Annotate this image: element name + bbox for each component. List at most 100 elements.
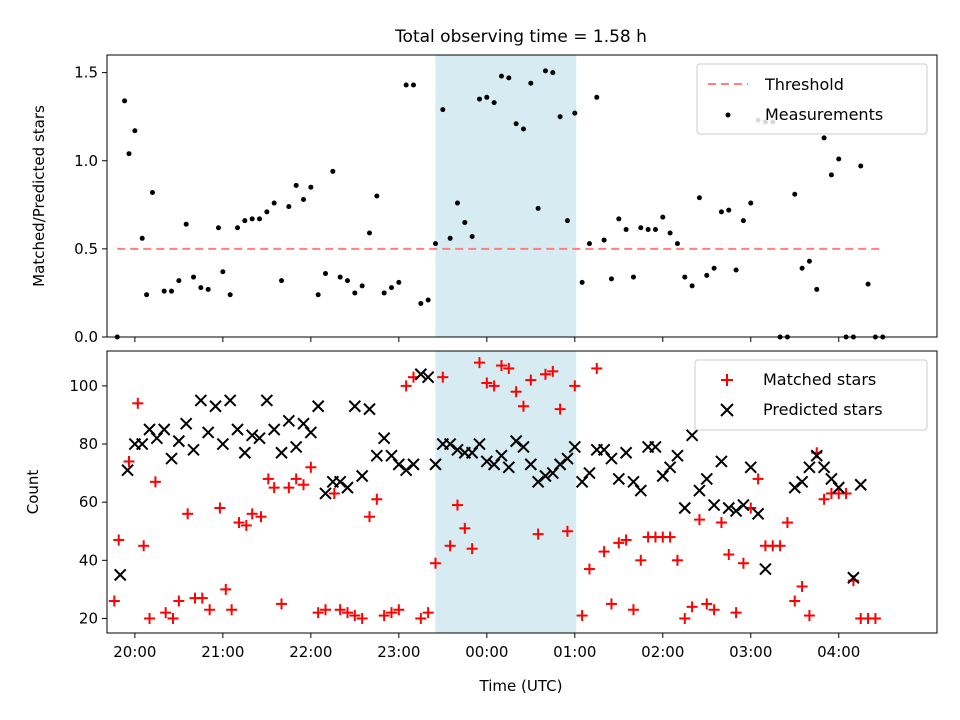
matched-star-point xyxy=(583,563,595,575)
legend-threshold-label: Threshold xyxy=(764,75,844,94)
predicted-star-point xyxy=(473,437,486,451)
matched-star-point xyxy=(510,386,522,398)
measurement-point xyxy=(645,226,651,232)
predicted-star-point xyxy=(238,446,252,459)
matched-star-point xyxy=(671,554,683,566)
measurement-point xyxy=(594,94,600,100)
measurement-point xyxy=(506,75,512,81)
matched-star-point xyxy=(240,519,252,531)
measurement-point xyxy=(740,218,746,224)
measurement-points xyxy=(114,68,886,340)
measurement-point xyxy=(535,205,541,211)
measurement-point xyxy=(293,182,299,188)
matched-star-point xyxy=(349,610,361,622)
measurement-point xyxy=(498,73,504,79)
matched-star-point xyxy=(334,604,346,616)
measurement-point xyxy=(674,241,680,247)
measurement-point xyxy=(139,235,145,241)
legend-predicted-label: Predicted stars xyxy=(763,400,883,419)
predicted-star-point xyxy=(671,449,684,462)
matched-star-point xyxy=(737,557,749,569)
measurement-point xyxy=(601,237,607,243)
measurement-point xyxy=(301,197,307,203)
measurement-point xyxy=(630,274,636,280)
predicted-star-point xyxy=(187,443,200,457)
matched-star-point xyxy=(701,598,713,610)
count-panel-frame xyxy=(106,350,938,634)
predicted-star-point xyxy=(803,461,816,474)
measurement-point xyxy=(821,135,827,141)
matched-star-point xyxy=(173,595,185,607)
ratio-panel: 0.0 0.5 1.0 1.5 Matched/Predicted stars Thr… xyxy=(30,54,938,346)
matched-star-point xyxy=(167,612,179,624)
matched-star-point xyxy=(233,517,245,529)
matched-star-point xyxy=(576,610,588,622)
matched-stars-points xyxy=(108,357,881,624)
measurement-point xyxy=(520,126,526,132)
predicted-star-point xyxy=(502,461,516,474)
measurement-point xyxy=(161,288,167,294)
predicted-stars-points xyxy=(113,368,867,584)
matched-star-point xyxy=(246,508,258,520)
predicted-star-point xyxy=(531,475,545,489)
predicted-star-point xyxy=(165,452,178,465)
matched-star-point xyxy=(715,517,727,529)
measurement-point xyxy=(198,285,204,291)
measurement-point xyxy=(447,235,453,241)
predicted-star-point xyxy=(231,423,244,436)
matched-star-point xyxy=(532,528,544,540)
measurement-point xyxy=(403,82,409,88)
matched-star-point xyxy=(627,604,639,616)
matched-star-point xyxy=(444,540,456,552)
matched-star-point xyxy=(730,607,742,619)
predicted-star-point xyxy=(619,446,633,459)
measurement-point xyxy=(469,234,475,240)
measurement-point xyxy=(704,272,710,278)
measurement-point xyxy=(418,301,424,307)
matched-star-point xyxy=(598,546,610,558)
matched-star-point xyxy=(488,380,500,392)
matched-star-point xyxy=(108,595,120,607)
matched-star-point xyxy=(708,604,720,616)
measurement-point xyxy=(454,200,460,206)
measurement-point xyxy=(410,82,416,88)
measurement-point xyxy=(718,209,724,215)
predicted-star-point xyxy=(399,463,413,477)
predicted-star-point xyxy=(216,437,230,451)
predicted-star-point xyxy=(553,458,567,471)
measurement-point xyxy=(235,225,241,231)
time-x-tick-label: 22:00 xyxy=(289,643,332,661)
predicted-star-point xyxy=(509,434,523,448)
measurement-point xyxy=(836,156,842,162)
measurement-point xyxy=(616,216,622,222)
predicted-star-point xyxy=(319,487,332,500)
predicted-star-point xyxy=(700,472,713,486)
predicted-star-point xyxy=(707,498,721,512)
predicted-star-point xyxy=(583,466,596,480)
measurement-point xyxy=(513,121,519,127)
measurement-point xyxy=(169,288,175,294)
predicted-star-point xyxy=(121,463,134,477)
matched-star-point xyxy=(503,362,515,374)
predicted-star-point xyxy=(517,440,530,454)
predicted-star-point xyxy=(663,461,677,474)
matched-star-point xyxy=(437,371,449,383)
matched-star-point xyxy=(679,612,691,624)
figure-title: Total observing time = 1.58 h xyxy=(394,27,647,47)
matched-star-point xyxy=(328,487,340,499)
highlight-band-top xyxy=(435,55,577,337)
matched-star-point xyxy=(319,604,331,616)
matched-star-point xyxy=(554,403,566,415)
highlight-band-bottom xyxy=(435,351,577,633)
matched-star-point xyxy=(840,487,852,499)
measurement-point xyxy=(322,271,328,277)
matched-star-point xyxy=(341,607,353,619)
measurement-point xyxy=(806,258,812,264)
matched-star-point xyxy=(262,473,274,485)
matched-star-point xyxy=(664,531,676,543)
measurement-point xyxy=(660,214,666,220)
measurement-point xyxy=(257,216,263,222)
matched-star-point xyxy=(561,525,573,537)
matched-star-point xyxy=(429,557,441,569)
